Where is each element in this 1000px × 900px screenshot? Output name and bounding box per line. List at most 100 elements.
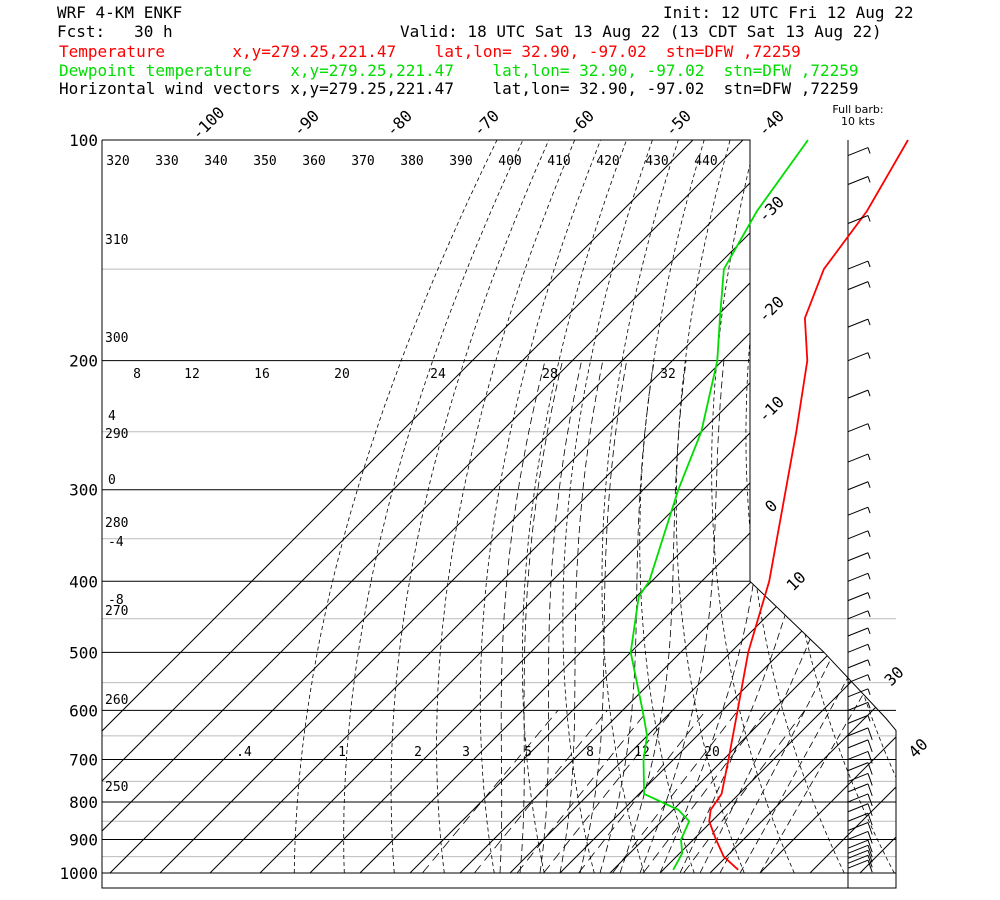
- pressure-label: 400: [69, 572, 98, 591]
- isotherm-label: -80: [382, 106, 416, 140]
- wind-barb: [847, 727, 873, 741]
- theta-label: 350: [253, 154, 276, 169]
- isotherm: [559, 140, 896, 874]
- isotherm: [259, 140, 896, 874]
- barb-staff: [847, 688, 869, 698]
- isotherm: [859, 140, 896, 874]
- barb-flag: [867, 739, 873, 753]
- mixing-ratio-line: [516, 710, 649, 874]
- barb-flag: [867, 644, 871, 651]
- barb-flag: [867, 751, 873, 764]
- barb-staff: [847, 772, 869, 782]
- dry-adiabat: [343, 140, 524, 874]
- pressure-label: 900: [69, 830, 98, 849]
- barb-flag: [867, 813, 873, 826]
- barb-flag: [867, 855, 873, 868]
- dewpoint-trace: [629, 139, 809, 871]
- dry-adiabat: [778, 140, 895, 874]
- thermo-lines: [102, 140, 1000, 874]
- barb-staff: [847, 643, 869, 653]
- wind-barb: [847, 215, 871, 224]
- dry-adiabat: [903, 140, 1000, 873]
- barb-staff: [847, 859, 869, 869]
- theta-label: 340: [204, 154, 227, 169]
- wind-barb: [847, 147, 871, 156]
- theta-label: 380: [400, 154, 423, 169]
- dry-adiabat: [960, 140, 1000, 873]
- barb-flag: [867, 260, 871, 268]
- barb-staff: [847, 530, 869, 540]
- mixing-ratio-label: 1: [338, 745, 346, 760]
- wind-barb: [847, 762, 873, 775]
- isotherm-label: 40: [905, 735, 932, 762]
- isotherm-label: 10: [783, 568, 810, 595]
- barb-staff: [847, 762, 869, 772]
- moist-adiabat: [659, 360, 770, 874]
- barb-staff: [847, 453, 869, 463]
- barb-flag: [867, 659, 871, 667]
- wind-barb: [847, 352, 871, 362]
- barb-staff: [847, 260, 869, 270]
- isotherm: [759, 140, 896, 874]
- thetae-label: 28: [542, 367, 558, 382]
- isotherm-label: -70: [469, 106, 503, 140]
- barb-staff: [847, 844, 869, 854]
- barb-staff: [847, 352, 869, 362]
- moist-adiabat: [559, 360, 604, 874]
- barb-staff: [847, 812, 869, 822]
- isotherm-label: 0: [761, 496, 781, 516]
- barb-staff: [847, 659, 869, 669]
- mixing-ratio-label: 8: [586, 745, 594, 760]
- wind-barb: [847, 530, 871, 540]
- isotherm: [102, 140, 744, 874]
- dry-adiabat: [932, 140, 1000, 873]
- dry-adiabat: [639, 140, 705, 874]
- barb-flag: [867, 453, 871, 461]
- moist-adiabat: [519, 360, 563, 874]
- barb-staff: [847, 783, 869, 793]
- pressure-label: 600: [69, 701, 98, 720]
- barb-staff: [847, 592, 869, 602]
- thetae-label: 24: [430, 367, 446, 382]
- wind-barb: [847, 481, 871, 491]
- theta-label-left: 310: [105, 233, 128, 248]
- barb-flag: [867, 840, 873, 853]
- barb-flag: [867, 423, 871, 430]
- wind-barb: [847, 844, 873, 858]
- wind-barb: [847, 552, 871, 562]
- sounding-traces: [629, 139, 909, 871]
- dry-adiabat: [745, 140, 845, 874]
- theta-label-left: 250: [105, 780, 128, 795]
- theta-label: 410: [547, 154, 570, 169]
- isotherm-label: -40: [754, 106, 788, 140]
- barb-flag: [867, 727, 873, 741]
- barb-staff: [847, 793, 869, 803]
- pressure-label: 200: [69, 352, 98, 371]
- barb-flag: [867, 783, 873, 797]
- barb-flag: [867, 507, 871, 514]
- barb-flag: [867, 610, 871, 617]
- theta-label: 370: [351, 154, 374, 169]
- barb-staff: [847, 481, 869, 491]
- barb-flag: [867, 352, 871, 359]
- theta-label: 320: [106, 154, 129, 169]
- temperature-trace: [708, 139, 909, 871]
- barb-flag: [867, 860, 873, 873]
- isotherm-label: -100: [188, 103, 229, 144]
- barb-staff: [847, 627, 869, 637]
- isotherm: [409, 140, 896, 874]
- barb-staff: [847, 552, 869, 562]
- theta-label-left: 280: [105, 516, 128, 531]
- wind-barb: [847, 803, 873, 816]
- wind-barb: [847, 176, 871, 185]
- dry-adiabat: [562, 140, 653, 874]
- thetae-label-left: -4: [108, 535, 124, 550]
- isotherm-label: 30: [881, 663, 908, 690]
- isotherm-label: -20: [754, 292, 788, 326]
- barb-staff: [847, 674, 869, 684]
- plot-border: [101, 139, 897, 889]
- theta-label-left: 300: [105, 331, 128, 346]
- wind-barb: [847, 859, 873, 873]
- barb-flag: [867, 702, 871, 709]
